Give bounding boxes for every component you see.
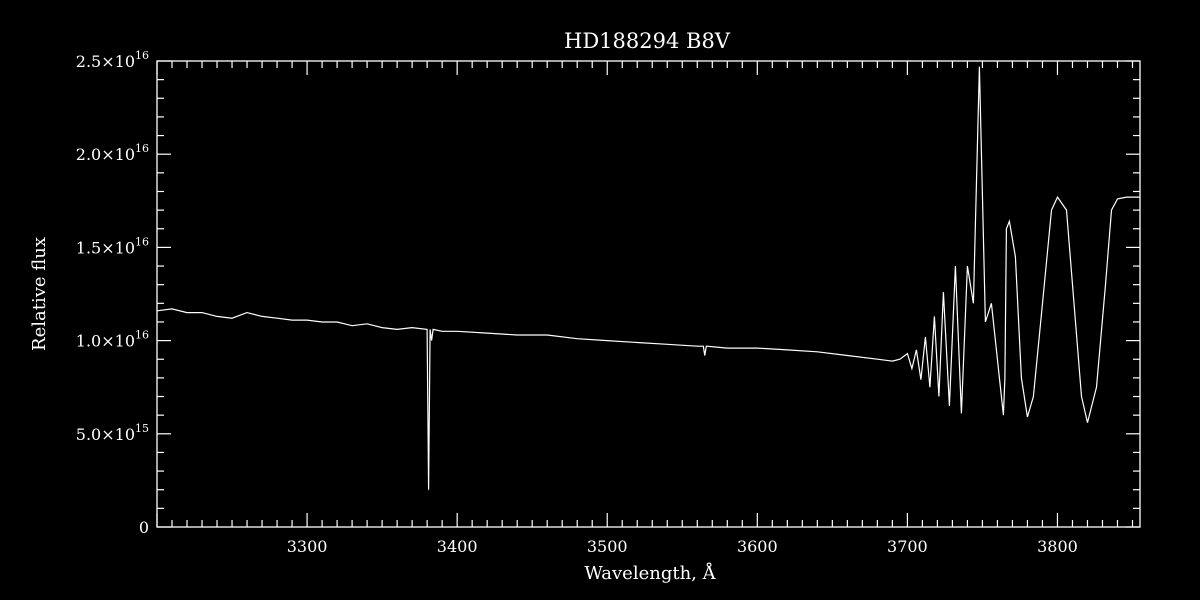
x-axis-label: Wavelength, Å xyxy=(584,562,716,584)
x-tick-label: 3500 xyxy=(587,537,628,556)
y-tick-label: 2.0×1016 xyxy=(76,142,149,164)
x-tick-label: 3600 xyxy=(737,537,778,556)
x-tick-label: 3800 xyxy=(1037,537,1078,556)
x-axis: 3300 3400 3500 3600 3700 3800 xyxy=(156,61,1134,556)
y-tick-label: 5.0×1015 xyxy=(76,422,149,444)
x-tick-label: 3400 xyxy=(437,537,478,556)
series-group xyxy=(156,66,1140,490)
y-tick-label: 0 xyxy=(139,518,149,537)
y-tick-label: 1.0×1016 xyxy=(76,329,149,351)
plot-frame xyxy=(156,60,1141,528)
y-tick-label: 1.5×1016 xyxy=(76,235,149,257)
y-tick-label: 2.5×1016 xyxy=(76,49,149,71)
y-axis-label: Relative flux xyxy=(29,237,50,351)
spectrum-line-0 xyxy=(156,66,1140,490)
y-axis: 0 5.0×1015 1.0×1016 1.5×1016 2.0×1016 2.5×101… xyxy=(76,49,1140,537)
x-tick-label: 3700 xyxy=(887,537,928,556)
x-tick-label: 3300 xyxy=(287,537,328,556)
chart-title: HD188294 B8V xyxy=(564,29,731,53)
